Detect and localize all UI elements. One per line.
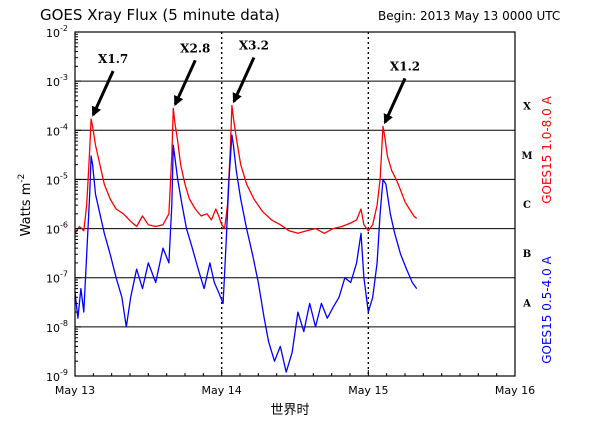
- y-tick-label: 10-3: [46, 73, 68, 89]
- series-line-long-wavelength: [74, 104, 418, 234]
- flare-class-label: A: [522, 298, 531, 309]
- series-line-short-wavelength: [74, 134, 418, 373]
- y-tick-label: 10-8: [46, 319, 68, 335]
- flare-arrow: [232, 56, 256, 104]
- flare-label: X3.2: [239, 38, 269, 52]
- chart-title: GOES Xray Flux (5 minute data): [40, 6, 280, 24]
- flare-label: X1.2: [390, 59, 420, 73]
- series-layer: [74, 104, 418, 373]
- legend-series-blue: GOES15 0.5-4.0 A: [540, 255, 554, 363]
- flare-annotations: X1.7 X2.8 X3.2 X1.2: [91, 38, 420, 125]
- x-tick-label: May 13: [55, 384, 95, 397]
- y-tick-label: 10-4: [46, 122, 68, 138]
- flare-class-label: X: [523, 102, 531, 113]
- x-axis-label: 世界时: [270, 403, 309, 418]
- y-tick-label: 10-5: [46, 171, 68, 187]
- legend-series-red: GOES15 1.0-8.0 A: [540, 95, 554, 203]
- y-tick-label: 10-6: [46, 221, 68, 237]
- flare-arrow: [383, 77, 407, 125]
- plot-frame: [74, 31, 516, 377]
- flare-label: X2.8: [180, 41, 210, 55]
- flare-label: X1.7: [98, 52, 128, 66]
- flare-arrow: [91, 70, 115, 117]
- x-tick-label: May 16: [495, 384, 535, 397]
- begin-label: Begin: 2013 May 13 0000 UTC: [378, 9, 560, 23]
- flare-class-label: B: [523, 249, 531, 260]
- y-tick-label: 10-7: [46, 270, 68, 286]
- x-tick-label: May 15: [348, 384, 388, 397]
- gridlines: [75, 32, 515, 376]
- y-tick-label: 10-2: [46, 24, 68, 40]
- flare-class-label: M: [521, 151, 532, 162]
- flare-arrow: [173, 59, 197, 107]
- x-tick-label: May 14: [202, 384, 242, 397]
- y-axis-label: Watts m-2: [17, 174, 34, 237]
- flare-class-label: C: [523, 200, 531, 211]
- y-tick-label: 10-9: [46, 368, 68, 384]
